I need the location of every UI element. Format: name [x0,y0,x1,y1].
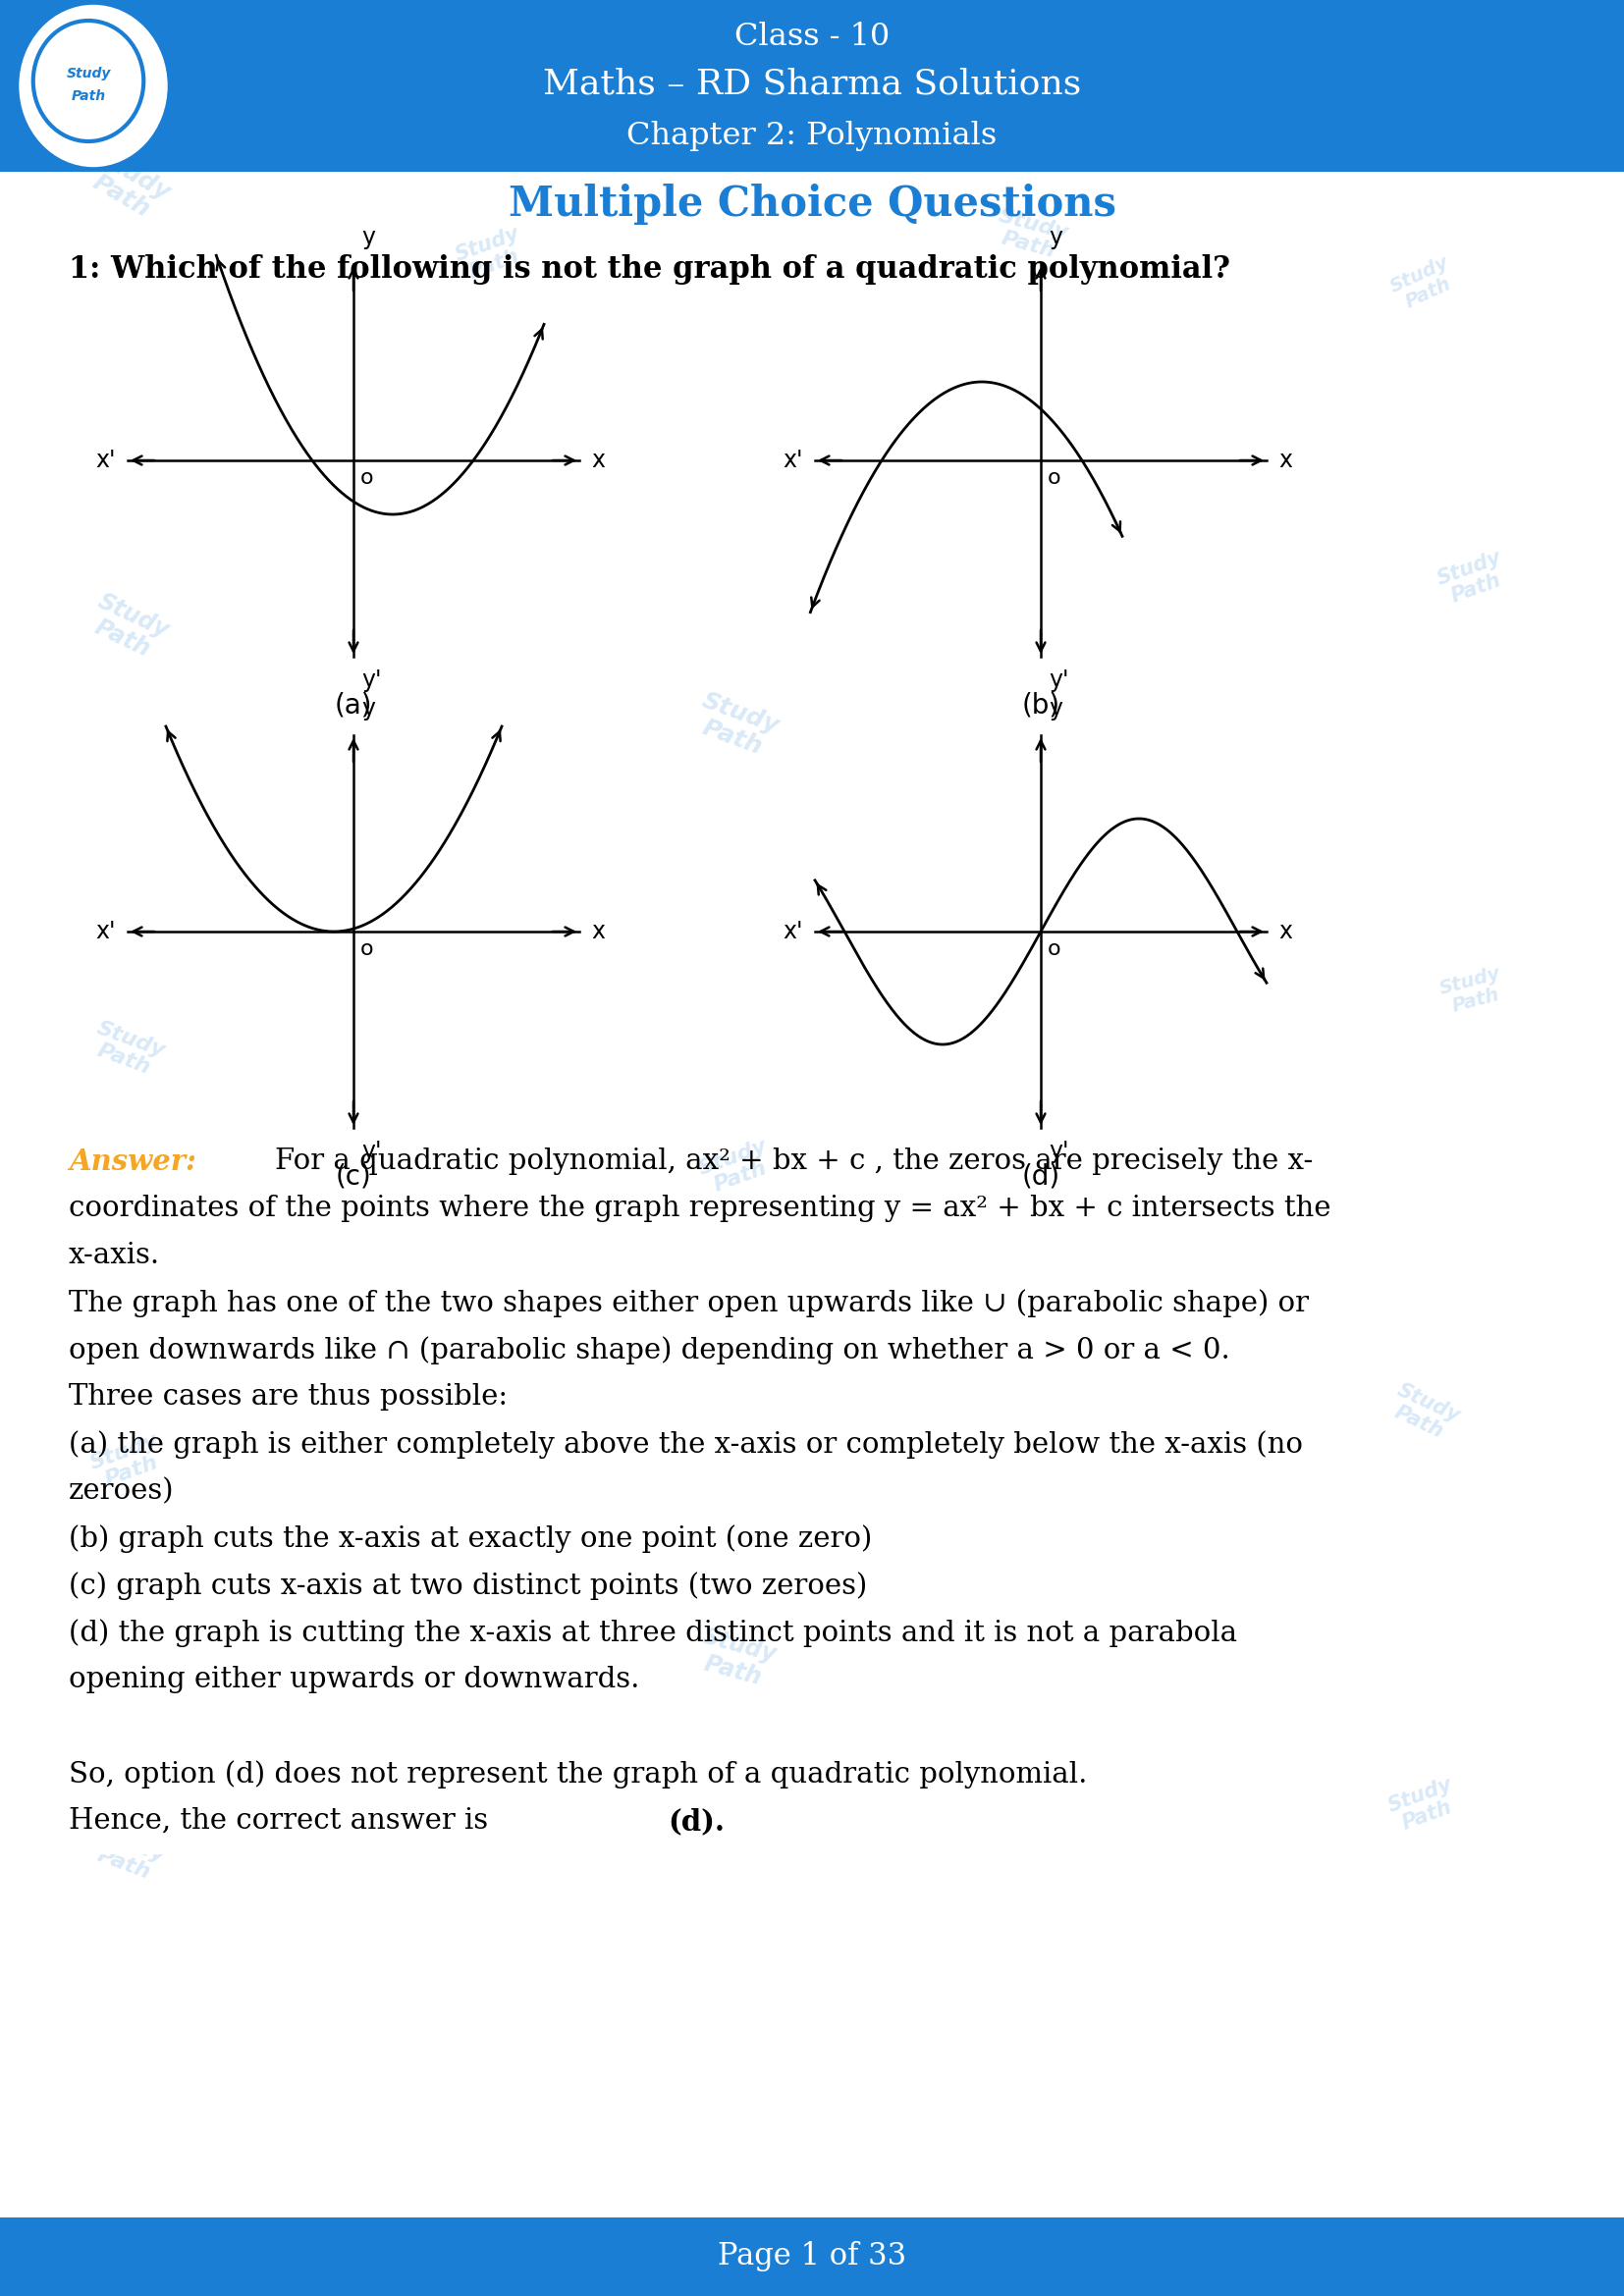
Text: y: y [361,225,375,250]
Text: Study
Path: Study Path [1437,964,1509,1017]
Text: Study
Path: Study Path [991,207,1070,264]
Text: x': x' [783,448,804,473]
Text: (b) graph cuts the x-axis at exactly one point (one zero): (b) graph cuts the x-axis at exactly one… [68,1525,872,1552]
Text: Study
Path: Study Path [88,1430,169,1492]
Bar [0,0,1624,172]
Text: o: o [361,468,374,487]
Text: zeroes): zeroes) [68,1476,174,1504]
Text: o: o [361,939,374,960]
Text: Study
Path: Study Path [695,1137,776,1199]
Text: Class - 10: Class - 10 [734,23,890,53]
Text: Study
Path: Study Path [83,590,172,666]
Text: Study
Path: Study Path [88,1823,169,1885]
Text: x: x [1278,448,1293,473]
Text: Hence, the correct answer is (d).: Hence, the correct answer is (d). [68,1807,547,1835]
Text: Study
Path: Study Path [690,689,783,762]
Text: Path: Path [71,90,106,103]
Text: x: x [1278,921,1293,944]
Text: Multiple Choice Questions: Multiple Choice Questions [508,184,1116,225]
Text: (d).: (d). [667,1807,724,1835]
Text: (a): (a) [335,691,372,719]
Text: Study
Path: Study Path [453,223,529,285]
Bar [68,1802,952,1855]
Text: x-axis.: x-axis. [68,1242,161,1270]
Text: Study
Path: Study Path [81,145,175,227]
Text: 1: Which of the following is not the graph of a quadratic polynomial?: 1: Which of the following is not the gra… [68,255,1231,285]
Text: (d): (d) [1021,1164,1060,1192]
Text: (c) graph cuts x-axis at two distinct points (two zeroes): (c) graph cuts x-axis at two distinct po… [68,1570,867,1600]
Text: Maths – RD Sharma Solutions: Maths – RD Sharma Solutions [542,67,1082,101]
Text: y: y [361,698,375,721]
Ellipse shape [19,5,167,165]
Text: Answer:: Answer: [68,1148,197,1176]
Text: y': y' [361,668,382,691]
Text: y': y' [361,1139,382,1164]
Text: y: y [1049,225,1062,250]
Text: x': x' [783,921,804,944]
Text: x: x [591,921,604,944]
Text: Study
Path: Study Path [693,1626,780,1692]
Text: Study
Path: Study Path [1387,253,1460,315]
Text: Three cases are thus possible:: Three cases are thus possible: [68,1382,508,1410]
Text: o: o [1047,468,1060,487]
Text: Study
Path: Study Path [1434,546,1512,608]
Text: Chapter 2: Polynomials: Chapter 2: Polynomials [627,119,997,152]
Text: For a quadratic polynomial, ax² + bx + c , the zeros are precisely the x-: For a quadratic polynomial, ax² + bx + c… [274,1148,1312,1176]
Bar [0,2218,1624,2296]
Text: (d) the graph is cutting the x-axis at three distinct points and it is not a par: (d) the graph is cutting the x-axis at t… [68,1619,1237,1646]
Text: y': y' [1049,668,1069,691]
Text: y: y [1049,698,1062,721]
Text: Study
Path: Study Path [88,1017,169,1081]
Text: y': y' [1049,1139,1069,1164]
Text: So, option (d) does not represent the graph of a quadratic polynomial.: So, option (d) does not represent the gr… [68,1761,1088,1789]
Text: Study
Path: Study Path [1385,1775,1462,1837]
Text: (a) the graph is either completely above the x-axis or completely below the x-ax: (a) the graph is either completely above… [68,1430,1302,1458]
Text: x': x' [96,921,115,944]
Text: (c): (c) [336,1164,372,1192]
Text: opening either upwards or downwards.: opening either upwards or downwards. [68,1667,640,1692]
Text: Page 1 of 33: Page 1 of 33 [718,2241,906,2273]
Text: Study: Study [67,67,110,80]
Text: open downwards like ∩ (parabolic shape) depending on whether a > 0 or a < 0.: open downwards like ∩ (parabolic shape) … [68,1336,1229,1364]
Text: The graph has one of the two shapes either open upwards like ∪ (parabolic shape): The graph has one of the two shapes eith… [68,1288,1309,1318]
Text: Study
Path: Study Path [1385,1380,1463,1444]
Text: o: o [1047,939,1060,960]
Text: (b): (b) [1021,691,1060,719]
Text: x': x' [96,448,115,473]
Text: Hence, the correct answer is: Hence, the correct answer is [68,1807,497,1835]
Text: x: x [591,448,604,473]
Text: coordinates of the points where the graph representing y = ax² + bx + c intersec: coordinates of the points where the grap… [68,1194,1332,1221]
